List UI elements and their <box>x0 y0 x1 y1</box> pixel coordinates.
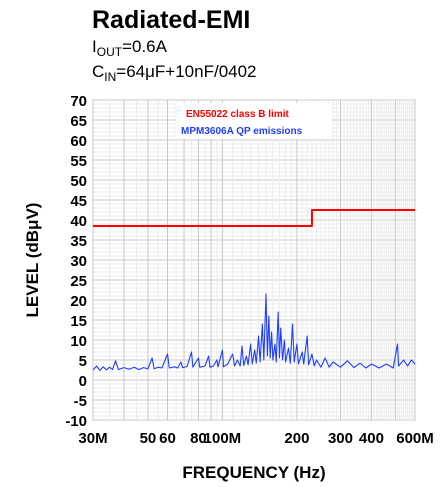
y-axis-label: LEVEL (dBμV) <box>23 203 42 318</box>
iout-subscript: OUT <box>96 45 123 59</box>
limit-line <box>93 209 415 227</box>
legend-box <box>176 103 332 139</box>
cin-symbol: C <box>92 62 105 81</box>
x-tick-label: 50 <box>140 430 157 447</box>
series-group <box>92 209 416 371</box>
cin-subscript: IN <box>104 70 117 84</box>
x-tick-label: 80 <box>190 430 207 447</box>
y-tick-label: 5 <box>79 353 87 370</box>
y-tick-label: 45 <box>70 193 87 210</box>
x-axis-label: FREQUENCY (Hz) <box>182 463 325 482</box>
y-tick-label: 65 <box>70 113 87 130</box>
y-tick-label: 60 <box>70 133 87 150</box>
y-tick-label: 0 <box>79 373 87 390</box>
cin-value: =64μF+10nF/0402 <box>116 62 257 81</box>
iout-symbol: I <box>92 37 97 56</box>
y-tick-label: 70 <box>70 93 87 110</box>
chart-title: Radiated-EMI <box>92 6 251 34</box>
y-tick-label: 35 <box>70 233 87 250</box>
x-tick-label: 300 <box>328 430 353 447</box>
x-tick-label: 400 <box>359 430 384 447</box>
x-tick-label: 60 <box>159 430 176 447</box>
legend-entry-emissions: MPM3606A QP emissions <box>181 126 303 137</box>
y-tick-label: 50 <box>70 173 87 190</box>
y-tick-label: 15 <box>70 313 87 330</box>
legend-entry-limit: EN55022 class B limit <box>186 109 290 120</box>
y-tick-label: -5 <box>74 393 87 410</box>
legend: EN55022 class B limit MPM3606A QP emissi… <box>176 103 332 139</box>
x-tick-label: 100M <box>204 430 242 447</box>
y-tick-label: 55 <box>70 153 87 170</box>
output-current-subtitle: IOUT=0.6A <box>92 37 167 59</box>
input-capacitance-subtitle: CIN=64μF+10nF/0402 <box>92 62 257 84</box>
grid <box>92 99 416 421</box>
y-tick-label: -10 <box>65 413 87 430</box>
y-tick-label: 25 <box>70 273 87 290</box>
y-tick-label: 30 <box>70 253 87 270</box>
y-tick-label: 10 <box>70 333 87 350</box>
emissions-line <box>92 293 416 371</box>
y-tick-label: 40 <box>70 213 87 230</box>
iout-value: =0.6A <box>122 37 167 56</box>
y-tick-label: 20 <box>70 293 87 310</box>
x-tick-label: 600M <box>396 430 434 447</box>
x-tick-label: 200 <box>284 430 309 447</box>
x-tick-label: 30M <box>78 430 107 447</box>
